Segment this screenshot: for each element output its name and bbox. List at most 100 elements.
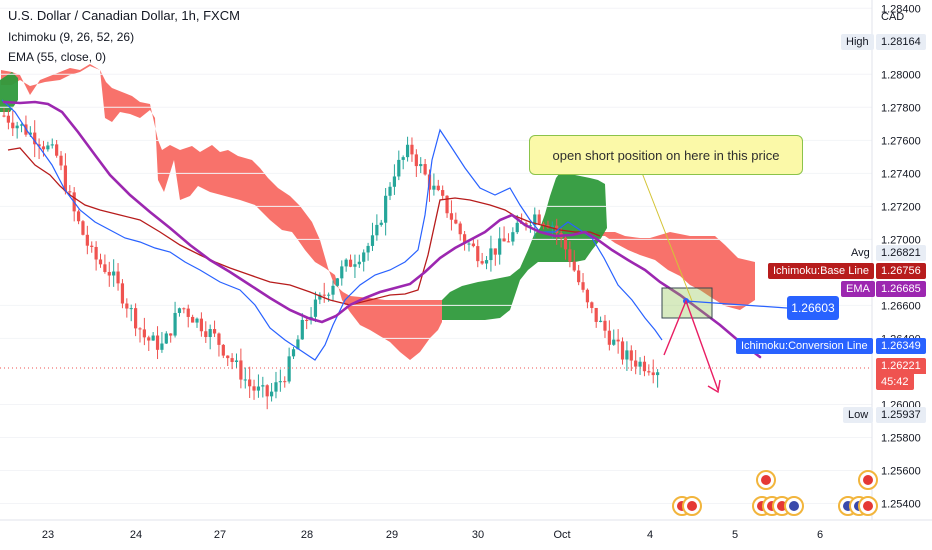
candle-body (331, 285, 335, 295)
ichimoku-conversion-line (1, 99, 663, 361)
candle-body (305, 319, 309, 321)
short-arrow-path (663, 299, 719, 391)
base-line-value: 1.26756 (876, 263, 926, 279)
candle-body (199, 318, 203, 332)
candle-body (278, 381, 282, 383)
candle-body (169, 333, 173, 336)
candle-body (419, 164, 423, 167)
candle-body (348, 259, 353, 267)
candle-body (454, 219, 458, 224)
time-tick-label: 30 (472, 529, 484, 541)
conversion-line-value: 1.26349 (876, 338, 926, 354)
candle-body (498, 238, 502, 255)
candle-body (533, 214, 537, 226)
candle-body (410, 144, 414, 155)
candle-body (234, 360, 239, 363)
low-label: Low (843, 407, 874, 423)
candle-body (313, 299, 318, 317)
candle-body (366, 245, 370, 253)
candle-body (629, 350, 633, 361)
candle-body (19, 124, 24, 126)
candle-body (37, 144, 41, 147)
candle-body (155, 335, 160, 350)
candle-body (449, 213, 454, 220)
candle-body (112, 271, 116, 276)
candle-body (41, 146, 46, 150)
bar-countdown: 45:42 (876, 374, 914, 390)
callout-leader-line (612, 159, 693, 302)
candle-body (138, 328, 142, 330)
candle-body (616, 339, 620, 342)
grid (0, 7, 872, 504)
candle-body (68, 191, 72, 193)
time-tick-label: 23 (42, 529, 54, 541)
event-flag-icon[interactable] (858, 496, 878, 516)
annotation-callout[interactable]: open short position on here in this pric… (529, 135, 803, 175)
candle-body (116, 271, 120, 284)
candle-body (344, 259, 348, 267)
ema-value: 1.26685 (876, 281, 926, 297)
candle-body (493, 248, 497, 255)
chart-title: U.S. Dollar / Canadian Dollar, 1h, FXCM (8, 8, 240, 23)
candle-body (120, 283, 125, 304)
candle-body (33, 132, 37, 145)
candle-body (603, 320, 607, 331)
candle-body (506, 241, 511, 243)
time-tick-label: 29 (386, 529, 398, 541)
price-tick-label: 1.27000 (881, 234, 921, 246)
candle-body (76, 211, 81, 222)
candle-body (98, 259, 103, 265)
candle-body (511, 232, 515, 242)
candle-body (256, 386, 261, 391)
base-line-label: Ichimoku:Base Line (768, 263, 874, 279)
ema-line (2, 100, 762, 359)
candle-body (63, 165, 68, 192)
candle-body (265, 385, 269, 397)
candle-body (414, 154, 418, 167)
indicator-ema-legend[interactable]: EMA (55, close, 0) (8, 50, 107, 64)
candle-body (287, 356, 291, 382)
candle-body (296, 339, 300, 350)
annotation-price-badge: 1.26603 (787, 296, 839, 320)
candle-body (129, 308, 133, 310)
indicator-ichimoku-legend[interactable]: Ichimoku (9, 26, 52, 26) (8, 30, 135, 44)
event-flag-icon[interactable] (784, 496, 804, 516)
event-flag-icon[interactable] (756, 470, 776, 490)
candle-body (208, 329, 212, 337)
candle-body (515, 222, 519, 233)
candle-body (625, 350, 629, 360)
ichimoku-cloud (0, 64, 755, 360)
candle-body (81, 221, 85, 235)
event-flag-icon[interactable] (858, 470, 878, 490)
time-axis[interactable]: 23 24 27 28 29 30 Oct 4 5 6 (0, 519, 932, 541)
candle-body (335, 278, 339, 286)
candle-body (55, 144, 59, 156)
candle-body (2, 115, 6, 117)
candle-body (340, 266, 344, 279)
candle-body (322, 294, 326, 296)
candle-body (642, 361, 647, 372)
candle-body (528, 225, 532, 227)
candle-body (568, 249, 572, 262)
candle-body (252, 386, 256, 391)
candle-body (94, 246, 98, 260)
candle-body (590, 302, 594, 308)
candle-body (594, 307, 598, 322)
ichimoku-cloud-bearish (1, 64, 442, 360)
candle-body (480, 261, 484, 264)
avg-label: Avg (851, 247, 870, 259)
candle-body (353, 264, 357, 267)
candle-body (388, 186, 392, 196)
candle-body (15, 125, 19, 129)
candle-body (191, 316, 195, 323)
candle-body (182, 308, 186, 310)
candle-body (370, 235, 375, 246)
event-flag-icon[interactable] (682, 496, 702, 516)
candle-body (221, 344, 225, 356)
price-pointer-line (685, 300, 788, 309)
indicator-lines (1, 99, 762, 361)
candle-body (563, 237, 568, 250)
high-label: High (841, 34, 874, 50)
time-tick-label: 24 (130, 529, 142, 541)
time-tick-label: 28 (301, 529, 313, 541)
